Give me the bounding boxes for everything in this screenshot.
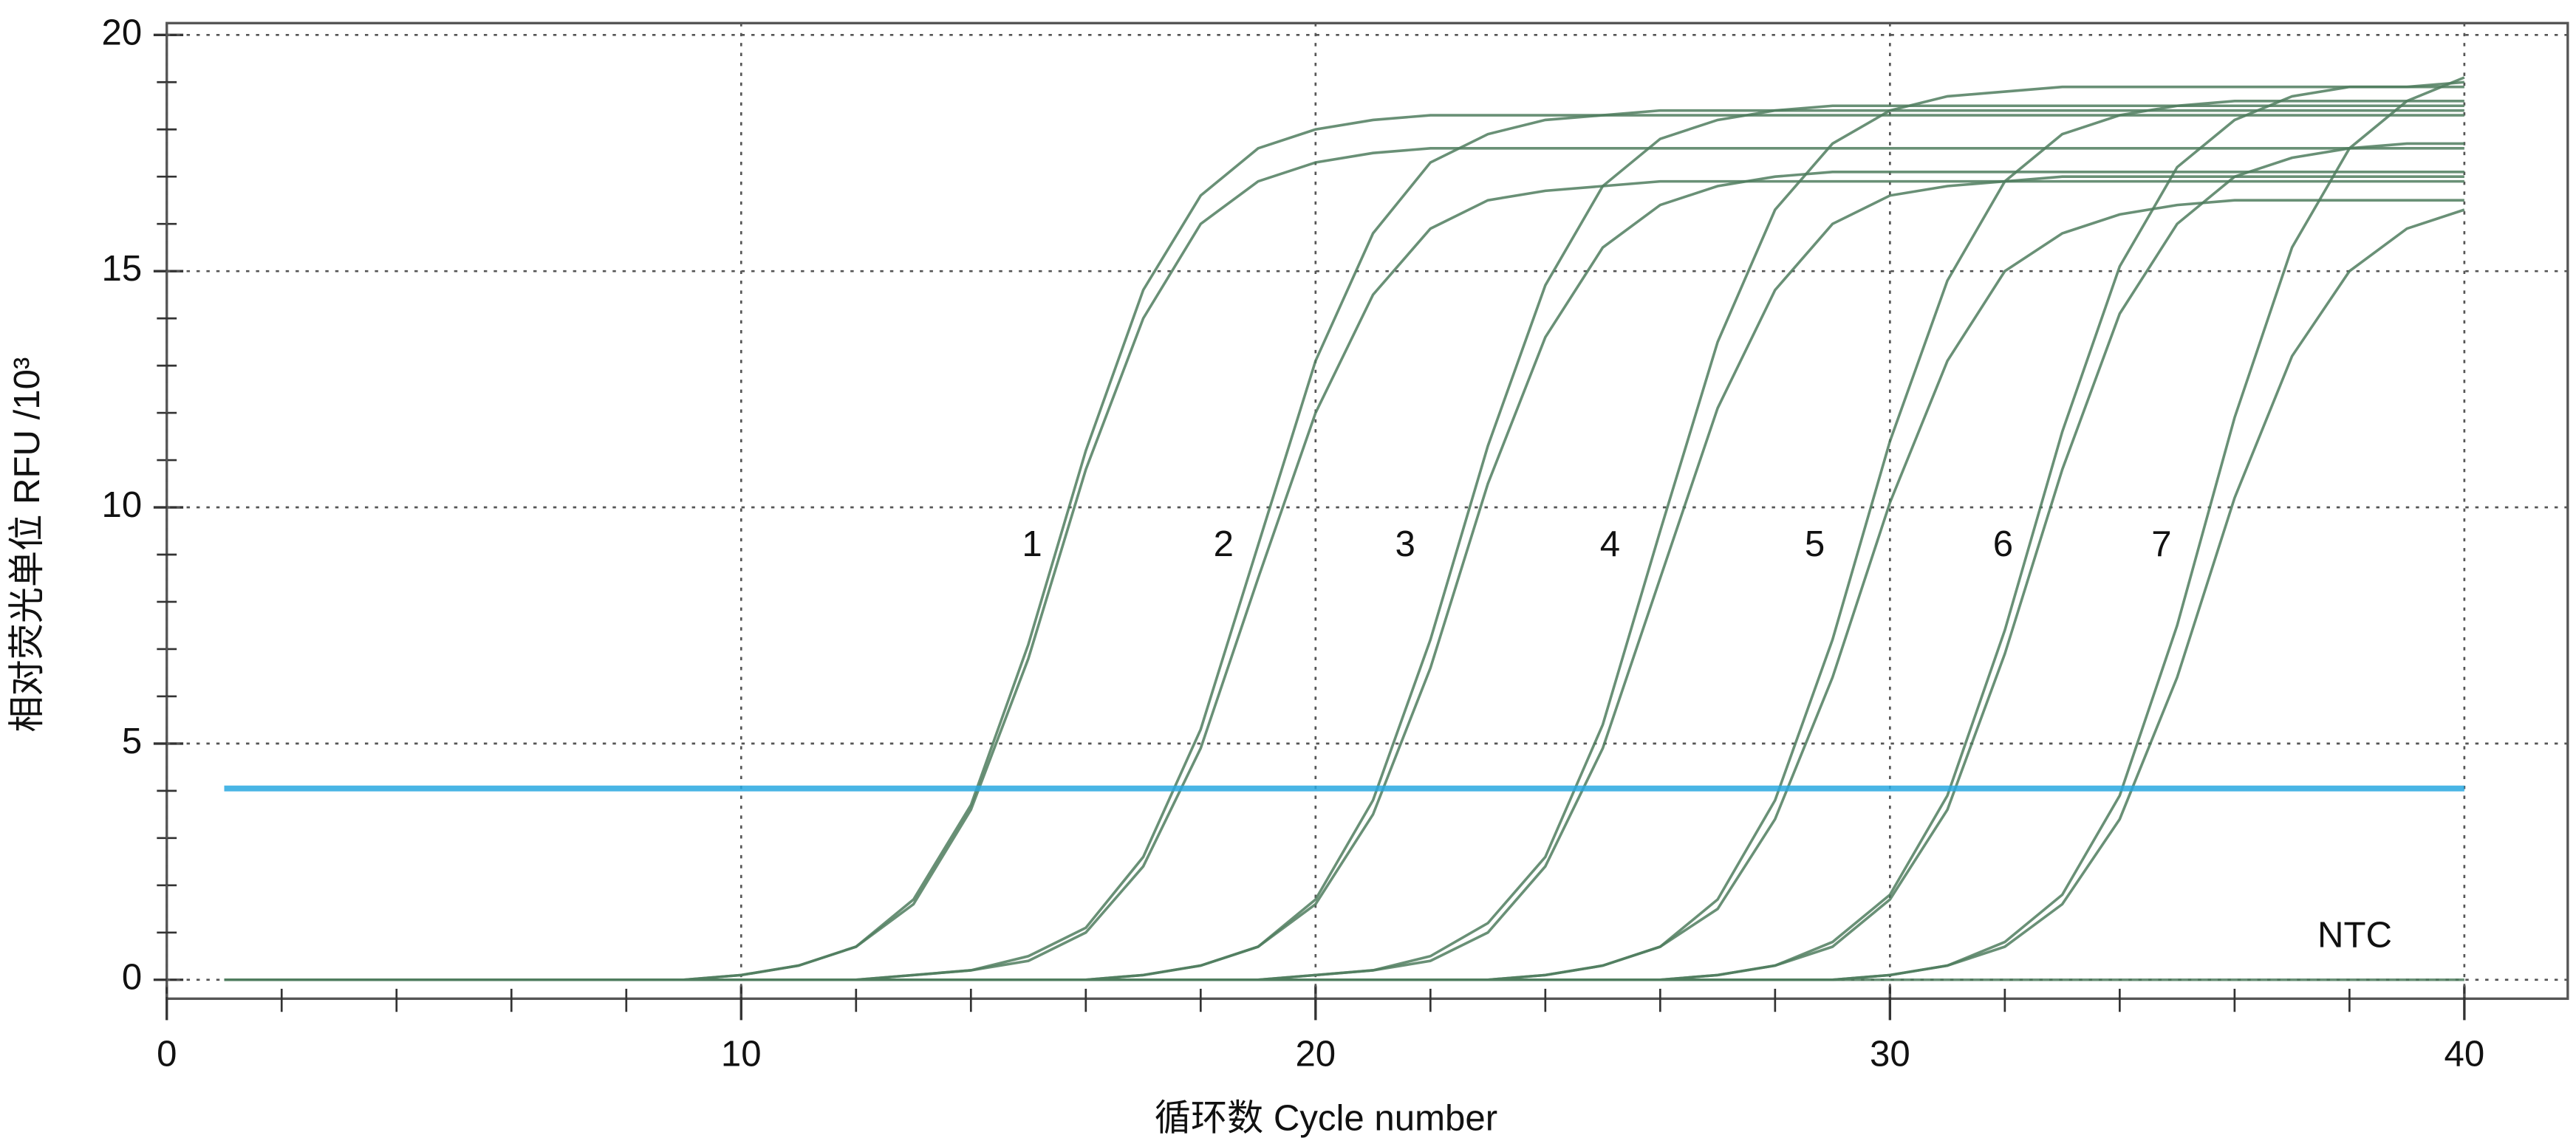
x-tick-label: 30 [1870,1034,1910,1074]
curve-annotation: 1 [1022,524,1042,564]
curve-annotation: 3 [1395,524,1415,564]
amplification-curve [224,104,2464,981]
curve-annotation: NTC [2317,915,2392,956]
x-tick-label: 40 [2445,1034,2485,1074]
amplification-curve [224,208,2465,981]
curve-annotation: 7 [2151,524,2171,564]
y-axis-label: 相对荧光单位 RFU /10³ [7,357,47,733]
y-tick-label: 0 [122,957,142,998]
amplification-curve [224,142,2464,981]
x-tick-label: 10 [721,1034,762,1074]
y-tick-label: 10 [102,484,143,525]
x-tick-label: 0 [157,1034,177,1074]
y-tick-label: 15 [102,248,143,289]
curve-annotation: 2 [1214,524,1234,564]
y-tick-label: 5 [122,721,142,761]
x-tick-label: 20 [1295,1034,1336,1074]
amplification-curve [224,199,2464,981]
y-tick-label: 20 [102,12,143,52]
amplification-curve [224,171,2464,981]
curve-annotation: 6 [1993,524,2013,564]
amplification-curve [224,147,2464,981]
curve-annotation: 4 [1600,524,1620,564]
amplification-curve [224,80,2465,981]
amplification-curve [224,85,2464,981]
curve-annotation: 5 [1805,524,1825,564]
x-axis-label: 循环数 Cycle number [1155,1098,1497,1138]
